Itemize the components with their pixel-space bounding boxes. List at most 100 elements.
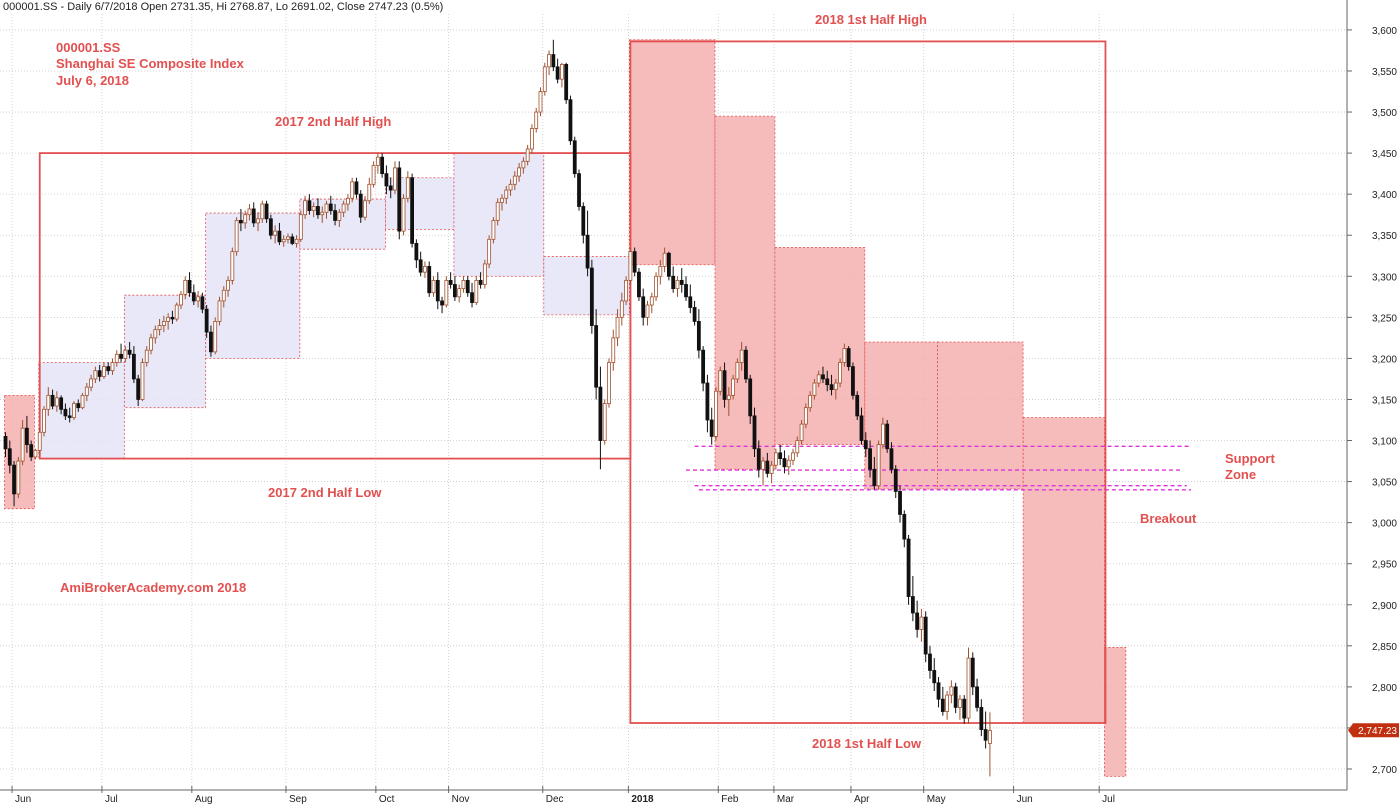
candle-body bbox=[915, 612, 920, 630]
candle-body bbox=[72, 403, 76, 418]
candle-body bbox=[161, 321, 166, 326]
candle-body bbox=[354, 181, 359, 195]
candle-body bbox=[435, 279, 440, 302]
candle bbox=[20, 419, 25, 466]
candle bbox=[7, 440, 12, 474]
month-range-box bbox=[205, 212, 301, 359]
candle-body bbox=[589, 267, 594, 326]
candle-body bbox=[833, 382, 838, 391]
annotation-2018-high: 2018 1st Half High bbox=[815, 12, 927, 27]
y-axis: 2,7002,7502,8002,8502,9002,9503,0003,050… bbox=[1346, 0, 1397, 790]
candle bbox=[397, 161, 402, 240]
candle-body bbox=[286, 236, 290, 240]
candle bbox=[97, 364, 102, 382]
y-tick-label: 3,250 bbox=[1372, 313, 1397, 324]
candle-body bbox=[619, 300, 624, 318]
candle bbox=[585, 210, 590, 277]
candle bbox=[761, 456, 765, 486]
candle-body bbox=[84, 386, 89, 396]
candle-body bbox=[264, 203, 269, 220]
candle bbox=[431, 276, 436, 297]
candle bbox=[748, 374, 753, 425]
candle-body bbox=[855, 394, 860, 417]
candle-body bbox=[388, 185, 393, 191]
candle-body bbox=[375, 156, 380, 166]
candle bbox=[863, 432, 868, 457]
candle-body bbox=[902, 514, 907, 540]
candle bbox=[444, 276, 449, 308]
candle-body bbox=[769, 464, 774, 474]
candle bbox=[414, 239, 419, 269]
candle-body bbox=[144, 349, 149, 363]
candle-body bbox=[401, 197, 406, 232]
x-tick-label: Jun bbox=[15, 794, 31, 805]
y-tick-label: 3,600 bbox=[1372, 26, 1397, 37]
candle-body bbox=[234, 220, 239, 253]
x-tick-label: 2018 bbox=[631, 794, 654, 805]
candle bbox=[508, 179, 513, 196]
candle bbox=[936, 677, 941, 708]
candle-body bbox=[838, 362, 842, 384]
candle bbox=[645, 300, 650, 326]
candle bbox=[46, 387, 51, 416]
candle-body bbox=[988, 730, 992, 744]
candle bbox=[551, 39, 556, 71]
candle bbox=[970, 652, 975, 696]
candle-body bbox=[457, 288, 462, 298]
candle bbox=[825, 370, 830, 392]
grid-lines bbox=[0, 14, 1347, 790]
candle-body bbox=[756, 448, 761, 470]
candle-body bbox=[945, 694, 949, 712]
candle-body bbox=[474, 279, 479, 303]
candle-body bbox=[602, 403, 607, 441]
candle bbox=[782, 450, 787, 474]
candle-body bbox=[637, 271, 641, 298]
candle bbox=[915, 600, 920, 638]
candle bbox=[183, 276, 188, 300]
candle bbox=[752, 407, 757, 457]
candle bbox=[260, 200, 265, 223]
candle-body bbox=[213, 321, 218, 353]
candle bbox=[161, 315, 166, 333]
candle-body bbox=[345, 197, 350, 205]
index-name-label: Shanghai SE Composite Index bbox=[56, 56, 245, 71]
candle bbox=[662, 247, 667, 273]
candle-body bbox=[333, 210, 337, 221]
candle-body bbox=[397, 167, 402, 232]
candle bbox=[72, 401, 76, 420]
candle-body bbox=[949, 686, 954, 696]
candle bbox=[350, 177, 355, 203]
candle-body bbox=[859, 415, 864, 441]
candle bbox=[311, 202, 316, 218]
candle bbox=[277, 222, 282, 246]
candle bbox=[692, 300, 697, 326]
candle-body bbox=[525, 148, 530, 162]
candle bbox=[953, 682, 958, 714]
candle bbox=[50, 389, 55, 410]
candle-body bbox=[765, 460, 770, 474]
y-tick-label: 3,100 bbox=[1372, 437, 1397, 448]
candle-body bbox=[782, 458, 787, 468]
candle-body bbox=[893, 468, 898, 492]
candle-body bbox=[761, 460, 765, 470]
candle-body bbox=[534, 111, 539, 129]
candle bbox=[838, 358, 842, 388]
x-tick-label: Nov bbox=[452, 794, 470, 805]
candle bbox=[615, 309, 620, 347]
candle bbox=[294, 235, 299, 248]
candle-body bbox=[512, 175, 517, 185]
candle-body bbox=[795, 440, 800, 454]
candle bbox=[187, 272, 192, 297]
candle-body bbox=[423, 266, 427, 273]
candle bbox=[658, 259, 663, 285]
candle bbox=[24, 415, 29, 453]
candle-body bbox=[393, 167, 397, 191]
candle bbox=[632, 247, 637, 277]
candle bbox=[324, 200, 329, 219]
candle bbox=[243, 210, 248, 229]
candle-body bbox=[667, 252, 671, 277]
candle bbox=[774, 448, 778, 470]
candle-body bbox=[649, 296, 654, 306]
candle bbox=[487, 235, 492, 269]
candle bbox=[174, 302, 179, 322]
